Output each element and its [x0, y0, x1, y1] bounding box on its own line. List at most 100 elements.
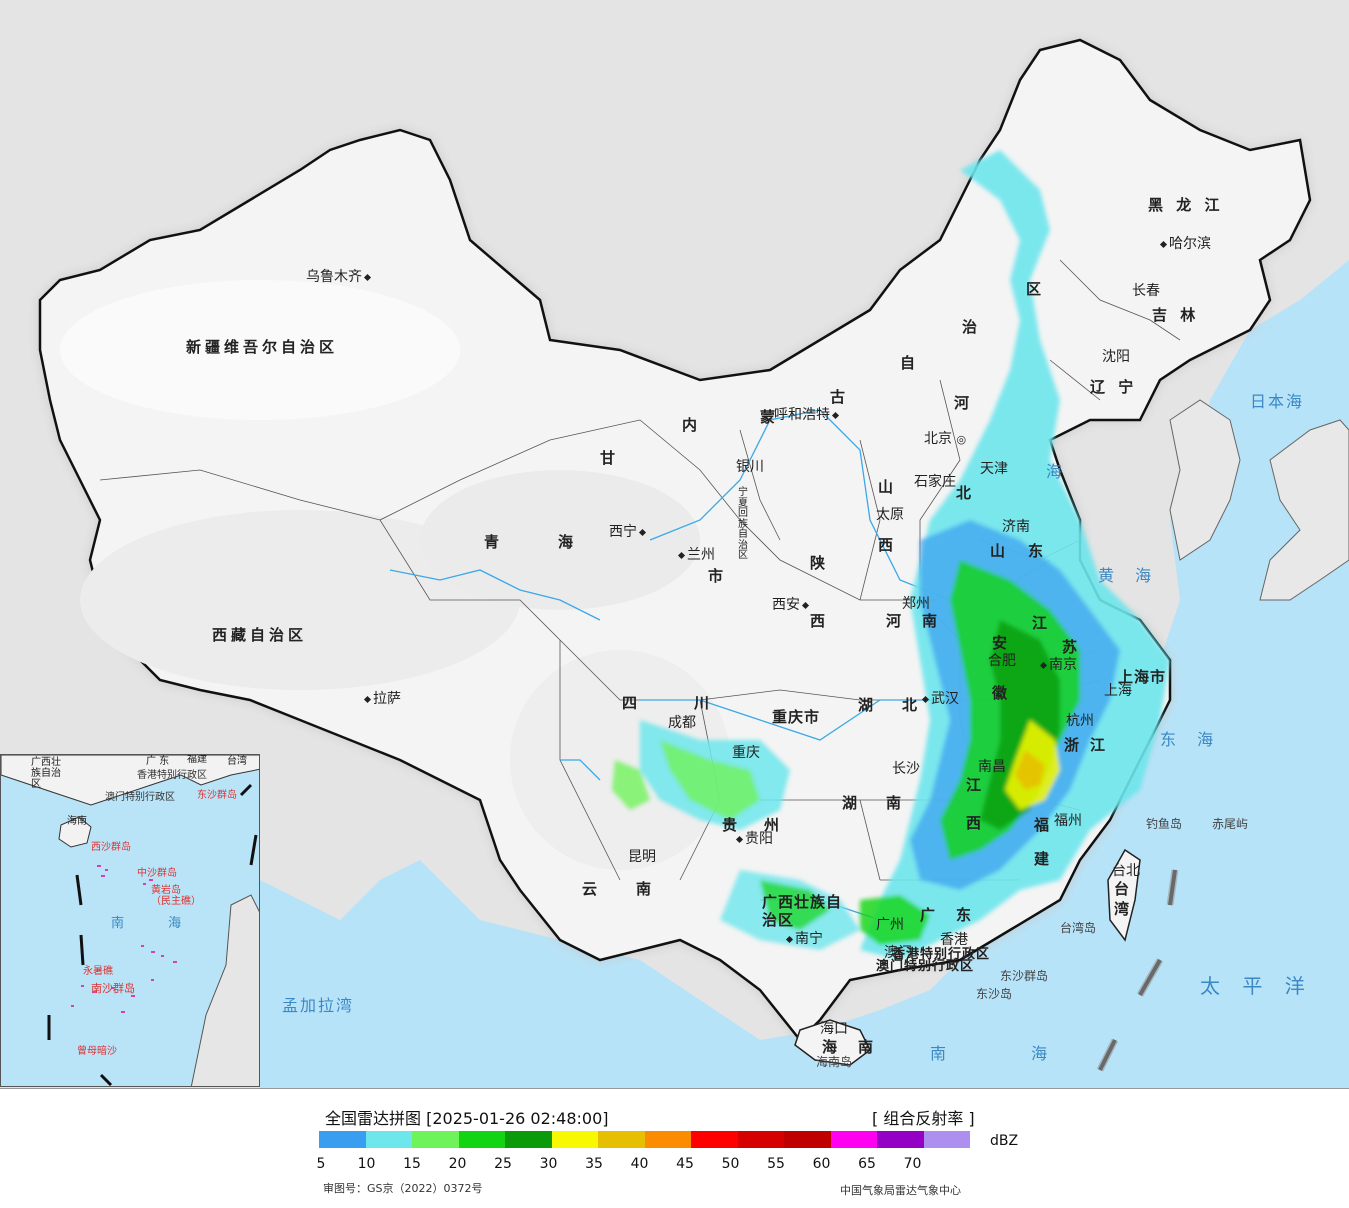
- label-shanxi-2: 西: [878, 536, 898, 554]
- color-swatch: [598, 1131, 645, 1148]
- legend-tick: 20: [448, 1156, 467, 1172]
- city-shanghai: 上海: [1104, 683, 1132, 699]
- label-bengal: 孟加拉湾: [282, 996, 355, 1015]
- label-hebei-1: 河: [954, 394, 974, 412]
- city-xining: 西宁: [609, 525, 648, 539]
- label-guizhou-1: 贵: [722, 816, 742, 834]
- color-swatch: [691, 1131, 738, 1148]
- label-chongqing: 重庆市: [772, 708, 821, 726]
- city-macau: 澳门: [884, 945, 912, 961]
- label-yunnan-1: 云: [582, 880, 602, 898]
- label-hainan-island: 海南岛: [816, 1055, 853, 1069]
- inset-label-guangdong: 广 东: [146, 756, 170, 767]
- label-gansu-shi: 市: [708, 567, 728, 585]
- legend-tick: 50: [721, 1156, 740, 1172]
- label-japan-sea: 日本海: [1250, 392, 1305, 411]
- label-gansu: 甘: [600, 449, 620, 467]
- label-tibet: 西藏自治区: [212, 626, 308, 644]
- label-sichuan-1: 四: [622, 694, 642, 712]
- city-changchun: 长春: [1132, 283, 1160, 299]
- legend-tick: 30: [539, 1156, 558, 1172]
- label-hunan-1: 湖: [842, 794, 862, 812]
- label-xinjiang: 新疆维吾尔自治区: [186, 338, 339, 356]
- city-guiyang: 贵阳: [734, 832, 773, 846]
- label-shanghai: 上海市: [1118, 668, 1167, 686]
- label-shanxi-1: 山: [878, 478, 898, 496]
- legend-tick: 5: [316, 1156, 326, 1172]
- label-dongsha-2: 东沙岛: [976, 987, 1013, 1001]
- map-graphic: [38, 38, 1349, 1088]
- label-hainan-1: 海: [822, 1038, 842, 1056]
- label-hongkong-sar: 香港特别行政区: [892, 947, 991, 962]
- color-scale: [319, 1131, 970, 1148]
- label-shaanxi-1: 陕: [810, 554, 830, 572]
- city-fuzhou: 福州: [1054, 813, 1082, 829]
- city-chengdu: 成都: [668, 715, 696, 731]
- radar-map: 新疆维吾尔自治区 西藏自治区 青 海 甘 市 内 蒙 古 自 治 区 黑 龙 江…: [0, 0, 1349, 1089]
- label-neimeng-1: 内: [682, 416, 702, 434]
- label-liaoning: 辽 宁: [1090, 378, 1138, 396]
- japan-islands: [1259, 419, 1349, 601]
- legend-tick: 25: [494, 1156, 512, 1172]
- ocean-area: [260, 260, 1349, 1088]
- label-yunnan-2: 南: [636, 880, 656, 898]
- label-hainan-2: 南: [858, 1038, 878, 1056]
- label-east-sea: 东 海: [1160, 730, 1222, 749]
- inset-label-hk: 香港特别行政区: [137, 770, 207, 781]
- label-bohai: 海: [1046, 462, 1071, 481]
- label-taiwan-2: 湾: [1114, 900, 1134, 918]
- label-hebei-2: 北: [956, 484, 976, 502]
- city-huhehaote: 呼和浩特: [774, 408, 841, 422]
- city-lanzhou: 兰州: [676, 548, 715, 562]
- label-anhui-2: 徽: [992, 684, 1012, 702]
- city-tianjin: 天津: [980, 461, 1008, 477]
- label-zhejiang-2: 江: [1090, 736, 1110, 754]
- label-macau-sar: 澳门特别行政区: [876, 959, 975, 974]
- legend-tick: 10: [357, 1156, 376, 1172]
- label-anhui-1: 安: [992, 634, 1012, 652]
- city-urumqi: 乌鲁木齐: [306, 270, 373, 284]
- legend-tick: 15: [403, 1156, 421, 1172]
- city-hangzhou: 杭州: [1066, 713, 1094, 729]
- legend-tick: 35: [585, 1156, 603, 1172]
- city-nanjing: 南京: [1038, 658, 1077, 672]
- city-taiyuan: 太原: [876, 507, 904, 523]
- legend-unit: dBZ: [990, 1133, 1019, 1149]
- label-hunan-2: 南: [886, 794, 906, 812]
- korea-peninsula: [1169, 399, 1241, 561]
- city-hefei: 合肥: [988, 653, 1016, 669]
- south-china-sea-inset: 广西壮族自治区 广 东 福建 台湾 香港特别行政区 澳门特别行政区 东沙群岛 海…: [0, 754, 260, 1087]
- inset-label-huangyan: 黄岩岛（民主礁）: [151, 885, 201, 907]
- label-jiangxi-2: 西: [966, 814, 986, 832]
- label-guangdong-2: 东: [956, 906, 976, 924]
- color-swatch: [877, 1131, 924, 1148]
- color-swatch: [551, 1131, 598, 1148]
- label-jiangsu-1: 江: [1032, 614, 1052, 632]
- city-chongqing: 重庆: [732, 745, 760, 761]
- inset-label-dongsha: 东沙群岛: [197, 790, 237, 801]
- color-swatch: [830, 1131, 877, 1148]
- label-yellow-sea: 黄 海: [1098, 566, 1160, 585]
- label-guangxi: 广西壮族自治区: [762, 893, 843, 929]
- label-guizhou-2: 州: [764, 816, 784, 834]
- radar-echoes: [612, 150, 1170, 960]
- city-hongkong: 香港: [940, 932, 968, 948]
- city-changsha: 长沙: [892, 761, 920, 777]
- label-qinghai-2: 海: [558, 533, 578, 551]
- inset-label-yongshu: 永暑礁: [83, 966, 113, 977]
- color-swatch: [505, 1131, 552, 1148]
- legend-panel: 全国雷达拼图 [2025-01-26 02:48:00] [ 组合反射率 ] d…: [0, 1089, 1349, 1208]
- legend-tick: 55: [767, 1156, 785, 1172]
- label-neimeng-5: 治: [962, 318, 982, 336]
- label-dongsha-1: 东沙群岛: [1000, 969, 1049, 983]
- city-taibei: 台北: [1112, 863, 1140, 879]
- hainan-island: [794, 1019, 871, 1066]
- inset-label-guangxi: 广西壮族自治区: [31, 757, 61, 790]
- inset-label-macau: 澳门特别行政区: [105, 792, 175, 803]
- city-zhengzhou: 郑州: [902, 596, 930, 612]
- city-beijing: 北京 ◎: [924, 431, 967, 447]
- legend-tick: 60: [812, 1156, 831, 1172]
- city-jinan: 济南: [1002, 519, 1030, 535]
- color-swatch: [319, 1131, 366, 1148]
- label-heilongjiang: 黑 龙 江: [1148, 196, 1224, 214]
